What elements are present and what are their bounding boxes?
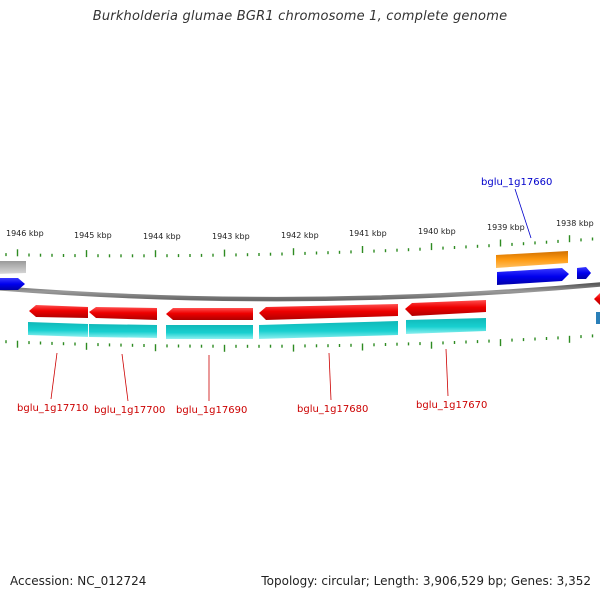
reverse-strand-features bbox=[28, 293, 600, 339]
scale-label: 1938 kbp bbox=[556, 219, 594, 228]
gene-label-reverse[interactable]: bglu_1g17690 bbox=[176, 405, 247, 416]
gene-reverse-bglu_1g17680[interactable] bbox=[259, 304, 398, 320]
gene-reverse-bglu_1g17670[interactable] bbox=[405, 300, 486, 316]
leader-line bbox=[328, 352, 332, 401]
scale-label: 1939 kbp bbox=[487, 223, 525, 232]
gene-label-reverse[interactable]: bglu_1g17700 bbox=[94, 405, 165, 416]
leader-line bbox=[121, 353, 129, 402]
gene-label-forward[interactable]: bglu_1g17660 bbox=[481, 177, 552, 188]
cds-cyan-bglu_1g17710[interactable] bbox=[28, 322, 88, 337]
scale-label: 1942 kbp bbox=[281, 231, 319, 240]
cds-cyan-bglu_1g17670[interactable] bbox=[406, 318, 486, 334]
label-leaders bbox=[50, 188, 532, 402]
scale-label: 1943 kbp bbox=[212, 232, 250, 241]
genome-summary-text: Topology: circular; Length: 3,906,529 bp… bbox=[261, 574, 591, 588]
scale-label: 1944 kbp bbox=[143, 232, 181, 241]
chromosome-backbone bbox=[0, 282, 600, 302]
scale-label: 1941 kbp bbox=[349, 229, 387, 238]
gene-reverse-bglu_1g17710[interactable] bbox=[29, 305, 88, 318]
cds-orange-bglu_1g17660[interactable] bbox=[496, 251, 568, 268]
gene-label-reverse[interactable]: bglu_1g17670 bbox=[416, 400, 487, 411]
cds-cyan-bglu_1g17700[interactable] bbox=[89, 324, 157, 338]
forward-strand-features bbox=[0, 251, 591, 290]
gene-reverse-bglu_1g17690[interactable] bbox=[166, 308, 253, 320]
gene-forward-edge[interactable] bbox=[577, 267, 591, 279]
gene-reverse-edge[interactable] bbox=[594, 293, 600, 305]
map-title: Burkholderia glumae BGR1 chromosome 1, c… bbox=[92, 9, 508, 24]
cds-cyan-bglu_1g17680[interactable] bbox=[259, 321, 398, 339]
leader-line bbox=[514, 188, 532, 239]
gene-forward-partial[interactable] bbox=[0, 278, 25, 290]
cds-cyan-edge[interactable] bbox=[596, 312, 600, 324]
gene-label-reverse[interactable]: bglu_1g17710 bbox=[17, 403, 88, 414]
gene-forward-bglu_1g17660[interactable] bbox=[497, 268, 569, 285]
leader-line bbox=[50, 352, 58, 400]
cds-cyan-bglu_1g17690[interactable] bbox=[166, 325, 253, 339]
gene-labels: bglu_1g17660 bglu_1g17710 bglu_1g17700 b… bbox=[17, 177, 552, 416]
scale-ticks-outer bbox=[5, 235, 594, 258]
scale-labels: 1946 kbp 1945 kbp 1944 kbp 1943 kbp 1942… bbox=[6, 219, 594, 241]
scale-ticks-inner bbox=[5, 334, 594, 352]
accession-text: Accession: NC_012724 bbox=[10, 574, 147, 588]
leader-line bbox=[445, 348, 449, 397]
scale-label: 1945 kbp bbox=[74, 231, 112, 240]
gene-reverse-bglu_1g17700[interactable] bbox=[89, 307, 157, 320]
gene-label-reverse[interactable]: bglu_1g17680 bbox=[297, 404, 368, 415]
feature-grey-partial[interactable] bbox=[0, 261, 26, 274]
scale-label: 1946 kbp bbox=[6, 229, 44, 238]
scale-label: 1940 kbp bbox=[418, 227, 456, 236]
